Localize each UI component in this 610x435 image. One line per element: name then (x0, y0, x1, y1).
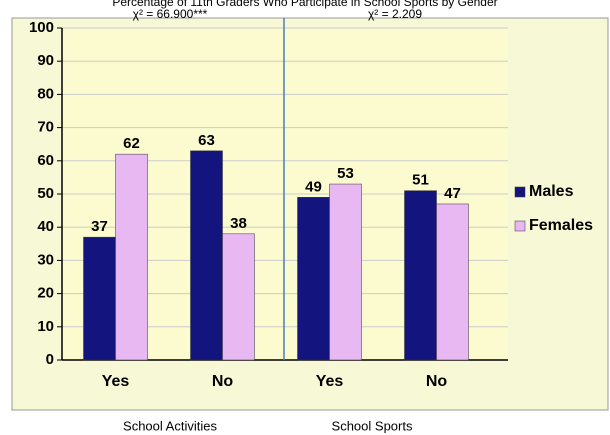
data-label: 51 (412, 172, 429, 189)
bar (329, 183, 362, 361)
bar (297, 197, 330, 361)
y-tick-label: 70 (37, 119, 54, 136)
y-tick-label: 20 (37, 285, 54, 302)
bar (190, 150, 223, 361)
data-label: 37 (91, 218, 108, 235)
data-label: 47 (444, 185, 461, 202)
legend-swatch (514, 186, 526, 198)
x-tick-label: No (212, 373, 234, 390)
y-tick-label: 60 (37, 152, 54, 169)
chart-title: Percentage of 11th Graders Who Participa… (112, 0, 497, 9)
data-label: 53 (337, 165, 354, 182)
data-label: 49 (305, 178, 322, 195)
y-tick-label: 10 (37, 318, 54, 335)
legend-label: Females (529, 217, 593, 234)
bar (404, 190, 437, 361)
x-tick-label: No (426, 373, 448, 390)
legend-swatch (514, 220, 526, 232)
bar (83, 236, 116, 361)
group-label: School Activities (123, 418, 217, 433)
y-tick-label: 100 (29, 19, 54, 36)
y-tick-label: 0 (46, 351, 54, 368)
x-tick-label: Yes (316, 373, 344, 390)
data-label: 38 (230, 215, 247, 232)
y-tick-label: 80 (37, 85, 54, 102)
y-tick-label: 40 (37, 218, 54, 235)
y-tick-label: 50 (37, 185, 54, 202)
bar (222, 233, 255, 361)
x-tick-label: Yes (102, 373, 130, 390)
bar (436, 203, 469, 361)
annotation: χ² = 66.900*** (133, 7, 208, 21)
annotation: χ² = 2.209 (368, 7, 422, 21)
data-label: 62 (123, 135, 140, 152)
legend-label: Males (529, 183, 574, 200)
bar (115, 153, 148, 361)
data-label: 63 (198, 132, 215, 149)
y-tick-label: 30 (37, 251, 54, 268)
y-tick-label: 90 (37, 52, 54, 69)
group-label: School Sports (332, 418, 413, 433)
